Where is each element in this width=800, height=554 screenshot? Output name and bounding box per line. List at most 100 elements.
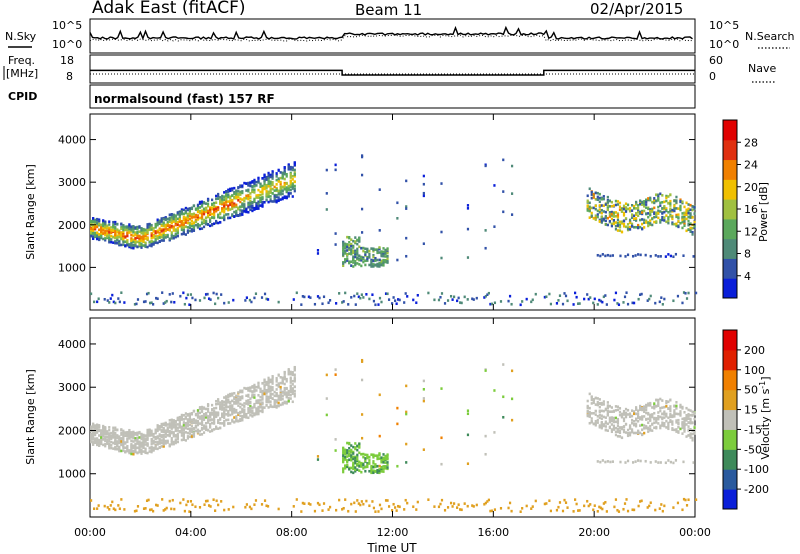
power-cell bbox=[657, 216, 660, 220]
velocity-cell bbox=[691, 436, 694, 440]
velocity-cell bbox=[667, 424, 670, 428]
ytick-label: 1000 bbox=[58, 468, 86, 481]
power-cell bbox=[241, 198, 244, 201]
power-cell bbox=[259, 190, 262, 194]
power-cell bbox=[247, 210, 250, 214]
power-cell bbox=[596, 191, 599, 195]
velocity-cell bbox=[352, 461, 355, 465]
velocity-cell bbox=[587, 504, 590, 508]
velocity-cell bbox=[549, 509, 552, 513]
power-cell bbox=[285, 181, 288, 185]
velocity-cell bbox=[358, 446, 361, 449]
power-cell bbox=[598, 298, 601, 302]
power-cell bbox=[342, 243, 345, 247]
velocity-cell bbox=[249, 413, 252, 417]
velocity-cell bbox=[217, 503, 220, 507]
power-cell bbox=[663, 200, 666, 204]
velocity-cell bbox=[249, 410, 252, 414]
velocity-cell bbox=[283, 393, 286, 396]
velocity-cell bbox=[184, 412, 187, 415]
power-cell bbox=[257, 205, 260, 209]
velocity-cell bbox=[626, 431, 630, 435]
power-cell bbox=[96, 231, 99, 234]
power-cell bbox=[616, 203, 620, 206]
velocity-cell bbox=[160, 430, 163, 433]
power-cell bbox=[289, 181, 292, 185]
velocity-cell bbox=[626, 459, 630, 463]
velocity-cell bbox=[487, 498, 490, 502]
power-cell bbox=[249, 205, 252, 208]
freq-tick-top: 18 bbox=[60, 54, 74, 67]
velocity-cell bbox=[180, 425, 183, 429]
velocity-cell bbox=[687, 498, 690, 502]
velocity-cell bbox=[606, 406, 609, 410]
velocity-cell bbox=[192, 435, 196, 438]
velocity-cell bbox=[96, 443, 99, 447]
power-cell bbox=[263, 173, 266, 177]
velocity-cell bbox=[192, 433, 196, 437]
power-cell bbox=[279, 180, 282, 184]
power-cell bbox=[344, 243, 347, 246]
power-cell bbox=[172, 227, 175, 231]
power-cell bbox=[665, 220, 668, 224]
power-cell bbox=[142, 227, 145, 231]
velocity-cell bbox=[683, 423, 686, 426]
power-cell bbox=[188, 212, 192, 215]
velocity-cell bbox=[253, 388, 256, 392]
power-cell bbox=[632, 207, 636, 210]
velocity-cell bbox=[598, 398, 601, 401]
velocity-cell bbox=[245, 399, 248, 403]
velocity-cell bbox=[249, 404, 252, 408]
power-cell bbox=[148, 244, 151, 247]
power-cell bbox=[661, 207, 664, 210]
velocity-cell bbox=[260, 503, 264, 506]
power-cell bbox=[190, 229, 194, 233]
velocity-cell bbox=[360, 470, 363, 474]
power-cell bbox=[637, 204, 640, 207]
velocity-cell bbox=[106, 435, 109, 439]
velocity-cell bbox=[608, 410, 611, 413]
power-cell bbox=[422, 242, 425, 246]
velocity-cell bbox=[354, 510, 357, 513]
velocity-cell bbox=[257, 399, 260, 402]
power-cell bbox=[386, 247, 389, 250]
velocity-cell bbox=[267, 382, 270, 385]
velocity-cell bbox=[271, 405, 274, 409]
velocity-cell bbox=[104, 426, 107, 429]
velocity-cell bbox=[140, 448, 143, 452]
power-cell bbox=[217, 194, 220, 198]
velocity-cell bbox=[261, 392, 264, 395]
power-cell bbox=[347, 303, 350, 306]
power-cell bbox=[287, 188, 290, 191]
power-cell bbox=[192, 212, 196, 216]
velocity-cell bbox=[122, 431, 125, 435]
velocity-cell bbox=[164, 439, 167, 443]
power-cell bbox=[691, 208, 694, 212]
velocity-cell bbox=[405, 410, 408, 414]
velocity-cell bbox=[380, 507, 383, 511]
velocity-cell bbox=[112, 431, 115, 434]
velocity-cell bbox=[235, 419, 238, 423]
velocity-cell bbox=[350, 466, 353, 470]
cpid-frame bbox=[89, 84, 696, 109]
power-cell bbox=[158, 240, 161, 243]
power-cell bbox=[269, 184, 272, 188]
velocity-cell bbox=[172, 433, 175, 436]
power-cell bbox=[136, 240, 139, 244]
power-cell bbox=[124, 235, 127, 238]
velocity-cell bbox=[358, 465, 361, 468]
velocity-cell bbox=[608, 425, 611, 429]
velocity-cell bbox=[192, 409, 196, 413]
velocity-cell bbox=[285, 401, 288, 405]
power-cell bbox=[154, 241, 157, 244]
velocity-cell bbox=[360, 465, 363, 468]
power-cell bbox=[92, 237, 95, 241]
velocity-cell bbox=[618, 413, 622, 417]
power-cell bbox=[90, 227, 93, 230]
velocity-cell bbox=[221, 422, 224, 425]
velocity-cell bbox=[382, 470, 385, 473]
velocity-cell bbox=[259, 390, 262, 394]
velocity-cell bbox=[188, 432, 192, 435]
power-cell bbox=[624, 207, 628, 211]
